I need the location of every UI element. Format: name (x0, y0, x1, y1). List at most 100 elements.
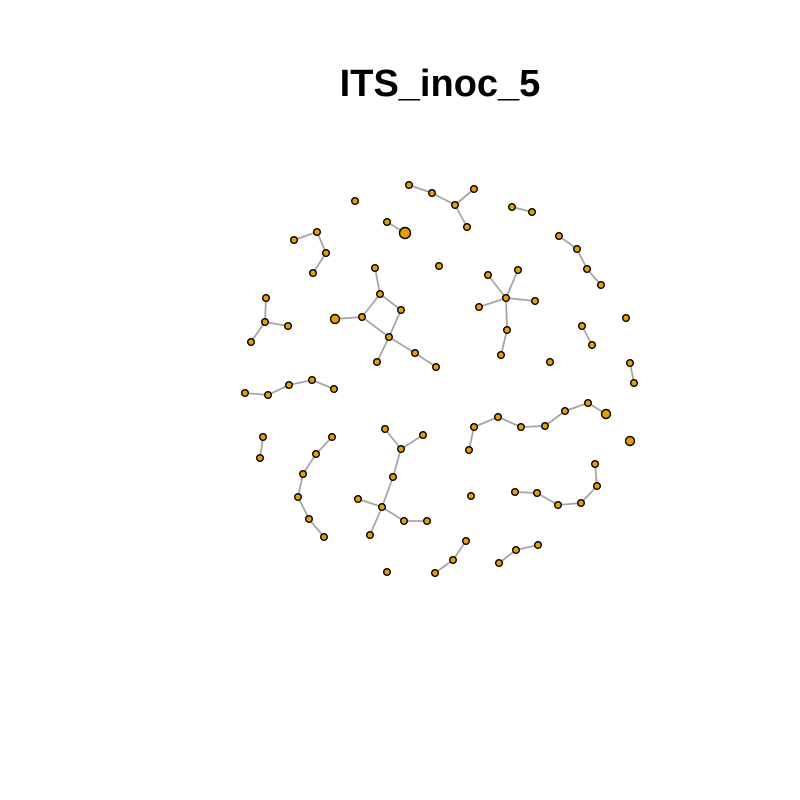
network-node (511, 488, 520, 497)
network-node (411, 349, 420, 358)
network-node (376, 290, 385, 299)
network-node (400, 517, 409, 526)
network-node (573, 244, 582, 253)
network-edge (384, 428, 402, 450)
network-node (555, 231, 564, 240)
network-node (541, 422, 550, 431)
network-node (597, 281, 606, 290)
network-node (508, 202, 517, 211)
network-node (503, 326, 512, 335)
network-node (531, 297, 540, 306)
network-node (290, 235, 299, 244)
network-node (246, 338, 255, 347)
network-node (262, 294, 271, 303)
network-node (313, 227, 322, 236)
network-node (494, 413, 503, 422)
network-node (470, 423, 479, 432)
network-edge (536, 492, 559, 506)
network-node (373, 358, 382, 367)
network-node (583, 265, 592, 274)
network-edge (369, 506, 383, 536)
network-node (264, 391, 273, 400)
network-node (578, 322, 587, 331)
network-edge (505, 297, 536, 302)
network-edge (408, 184, 433, 194)
network-edge (293, 231, 318, 241)
network-edge (520, 425, 546, 428)
network-node (432, 363, 441, 372)
network-edge (374, 267, 381, 295)
network-edge (497, 416, 522, 428)
network-node (431, 569, 440, 578)
network-node (397, 306, 406, 315)
network-node (484, 271, 493, 280)
network-edge (400, 434, 424, 450)
network-node (329, 313, 341, 325)
network-node (366, 531, 375, 540)
network-node (256, 454, 265, 463)
network-node (546, 358, 555, 367)
network-node (584, 399, 593, 408)
plot-title: ITS_inoc_5 (339, 63, 541, 105)
edge-layer (244, 184, 635, 574)
network-node (465, 446, 474, 455)
network-node (309, 269, 318, 278)
network-edge (388, 309, 402, 338)
network-node (593, 482, 602, 491)
network-node (591, 460, 600, 469)
network-edge (454, 188, 475, 206)
network-edge (264, 297, 267, 323)
network-node (419, 431, 428, 440)
node-layer (240, 180, 639, 578)
network-node (502, 294, 511, 303)
network-edge (361, 293, 381, 318)
network-node (389, 473, 398, 482)
network-node (534, 541, 543, 550)
network-node (305, 515, 314, 524)
network-node (405, 180, 414, 189)
network-node (312, 450, 321, 459)
network-edge (388, 336, 416, 354)
network-edge (564, 402, 589, 412)
network-edge (297, 496, 310, 520)
network-node (451, 200, 460, 209)
network-node (512, 546, 521, 555)
network-node (383, 217, 392, 226)
network-node (308, 376, 317, 385)
network-node (495, 559, 504, 568)
network-edge (473, 416, 499, 428)
network-node (423, 517, 432, 526)
network-node (470, 184, 479, 193)
network-node (385, 333, 394, 342)
network-edge (478, 297, 507, 308)
network-node (622, 314, 631, 323)
network-node (600, 408, 612, 420)
network-edge (379, 293, 402, 311)
network-node (351, 196, 360, 205)
network-node (588, 341, 597, 350)
network-edge (454, 204, 468, 228)
network-edge (250, 321, 266, 343)
network-node (577, 499, 586, 508)
network-edge (544, 410, 566, 427)
network-node (561, 407, 570, 416)
network-node (514, 266, 523, 275)
network-node (397, 445, 406, 454)
network-edge (357, 498, 383, 508)
network-node (475, 303, 484, 312)
network-node (435, 262, 444, 271)
network-node (467, 492, 476, 501)
network-edge (381, 476, 394, 508)
network-edge (361, 316, 390, 338)
network-node (285, 381, 294, 390)
network-node (328, 433, 337, 442)
network-node (528, 207, 537, 216)
network-edge (487, 274, 507, 299)
network-edge (392, 448, 402, 478)
network-node (554, 501, 563, 510)
network-edge (505, 297, 508, 331)
network-node (284, 322, 293, 331)
network-node (371, 264, 380, 273)
network-edge (500, 329, 508, 356)
